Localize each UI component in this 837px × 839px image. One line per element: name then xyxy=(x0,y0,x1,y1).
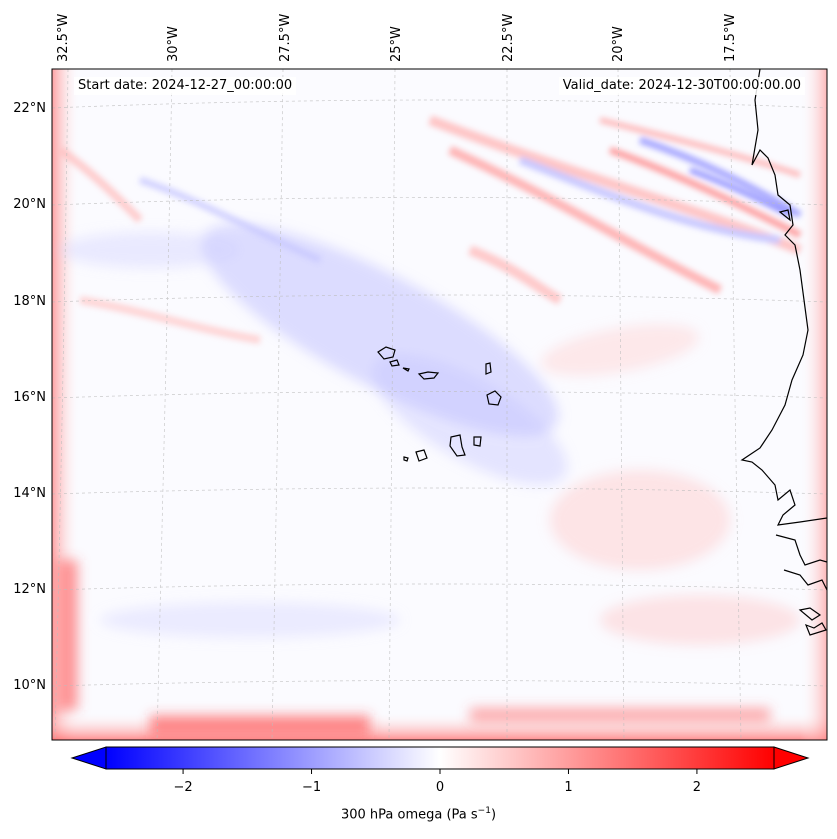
lon-label: 25°W xyxy=(389,26,404,62)
lat-label: 20°N xyxy=(13,197,46,212)
colorbar-ticks: −2 −1 0 1 2 xyxy=(173,769,701,795)
west-africa-coastline xyxy=(740,69,827,636)
island-santo-antao xyxy=(377,346,396,360)
colorbar-label-text: 300 hPa omega (Pa s xyxy=(340,807,478,823)
lon-label: 30°W xyxy=(166,26,181,62)
island-maio xyxy=(473,436,482,447)
gridlines xyxy=(52,69,827,740)
latitude-labels: 22°N 20°N 18°N 16°N 14°N 12°N 10°N xyxy=(13,101,46,693)
lat-label: 18°N xyxy=(13,294,46,309)
lon-label: 17.5°W xyxy=(723,14,738,62)
lon-label: 20°W xyxy=(611,26,626,62)
island-santiago xyxy=(449,434,466,457)
island-santa-luzia xyxy=(402,367,410,372)
colorbar-tick-label: 0 xyxy=(436,780,444,795)
longitude-labels: 32.5°W 30°W 27.5°W 25°W 22.5°W 20°W 17.5… xyxy=(56,14,738,62)
colorbar-extend-low xyxy=(70,746,107,770)
colorbar: −2 −1 0 1 2 xyxy=(70,746,810,795)
colorbar-tick-label: 1 xyxy=(564,780,572,795)
map-frame xyxy=(51,68,828,741)
lat-label: 14°N xyxy=(13,486,46,501)
island-sao-vicente xyxy=(389,359,400,367)
island-fogo xyxy=(415,449,428,462)
lon-label: 22.5°W xyxy=(501,14,516,62)
omega-field xyxy=(52,69,827,740)
colorbar-gradient xyxy=(105,746,775,770)
island-brava xyxy=(403,456,409,462)
lat-label: 16°N xyxy=(13,390,46,405)
colorbar-tick-label: −2 xyxy=(173,780,192,795)
lon-label: 27.5°W xyxy=(278,14,293,62)
lat-label: 10°N xyxy=(13,678,46,693)
valid-date-label: Valid_date: 2024-12-30T00:00:00.00 xyxy=(558,77,805,95)
colorbar-label-close: ) xyxy=(490,807,497,823)
colorbar-tick-label: −1 xyxy=(302,780,321,795)
colorbar-extend-high xyxy=(773,746,810,770)
island-sao-nicolau xyxy=(417,371,440,380)
lat-label: 22°N xyxy=(13,101,46,116)
island-sal xyxy=(485,362,492,375)
island-boa-vista xyxy=(486,390,502,406)
colorbar-label: 300 hPa omega (Pa s−1) xyxy=(0,806,837,822)
start-date-label: Start date: 2024-12-27_00:00:00 xyxy=(74,77,297,95)
colorbar-label-exponent: −1 xyxy=(477,806,491,816)
lon-label: 32.5°W xyxy=(56,14,71,62)
cape-verde-islands xyxy=(377,346,502,462)
lat-label: 12°N xyxy=(13,582,46,597)
colorbar-tick-label: 2 xyxy=(693,780,701,795)
